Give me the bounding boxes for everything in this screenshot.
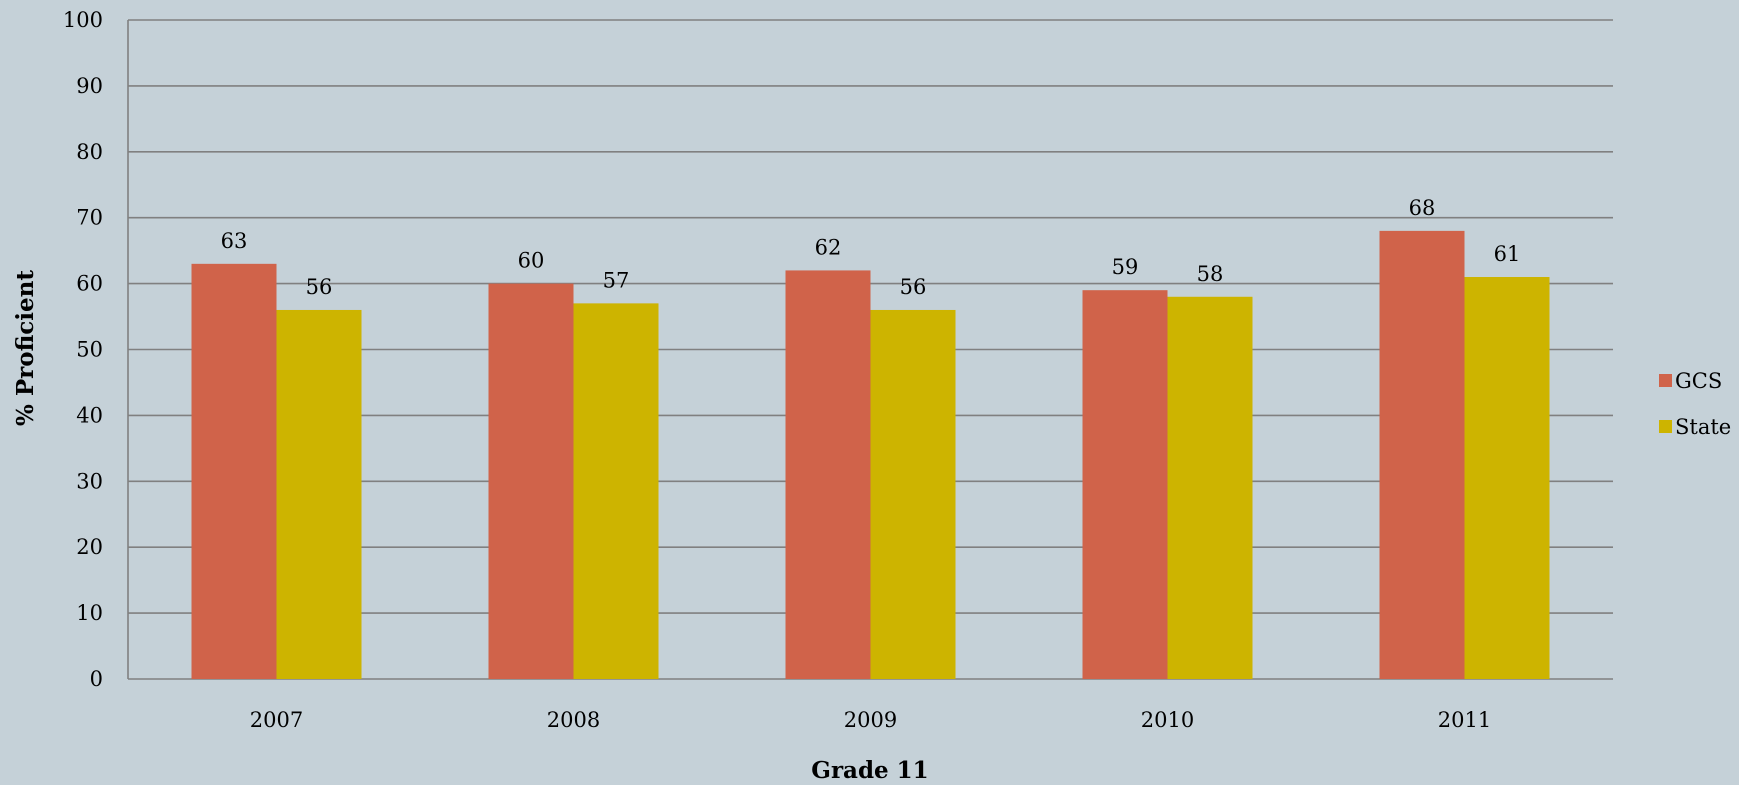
x-tick-label: 2007: [250, 708, 303, 732]
legend-label-state: State: [1675, 415, 1731, 439]
legend-swatch-gcs: [1659, 374, 1672, 387]
y-tick-label: 70: [76, 206, 103, 230]
x-tick-label: 2008: [547, 708, 600, 732]
x-axis-ticks: 2007 2008 2009 2010 2011: [250, 708, 1491, 732]
bar-state: [870, 309, 956, 679]
y-tick-label: 20: [76, 535, 103, 559]
legend: GCS State: [1659, 369, 1731, 439]
data-labels: 63 56 60 57 62 56 59 58 68 61: [221, 196, 1521, 299]
bar-state: [276, 309, 362, 679]
bar-state: [1464, 277, 1550, 679]
data-label: 62: [815, 235, 842, 259]
bar-gcs: [785, 270, 871, 679]
x-axis-title: Grade 11: [811, 757, 928, 784]
x-tick-label: 2010: [1141, 708, 1194, 732]
legend-label-gcs: GCS: [1675, 369, 1722, 393]
y-tick-label: 0: [90, 667, 103, 691]
y-axis-ticks: 0 10 20 30 40 50 60 70 80 90 100: [63, 8, 103, 691]
data-label: 68: [1409, 196, 1436, 220]
bar-gcs: [488, 283, 574, 679]
data-label: 56: [900, 275, 927, 299]
bar-gcs: [191, 263, 277, 679]
y-tick-label: 50: [76, 338, 103, 362]
data-label: 60: [518, 249, 545, 273]
y-tick-label: 30: [76, 469, 103, 493]
y-tick-label: 90: [76, 74, 103, 98]
y-tick-label: 60: [76, 272, 103, 296]
x-tick-label: 2011: [1438, 708, 1491, 732]
data-label: 56: [306, 275, 333, 299]
x-tick-label: 2009: [844, 708, 897, 732]
bar-state: [1167, 296, 1253, 679]
y-tick-label: 10: [76, 601, 103, 625]
legend-swatch-state: [1659, 420, 1672, 433]
bar-gcs: [1082, 290, 1168, 679]
data-label: 58: [1197, 262, 1224, 286]
data-label: 59: [1112, 255, 1139, 279]
bar-state: [573, 303, 659, 679]
data-label: 57: [603, 268, 630, 292]
bar-gcs: [1379, 230, 1465, 679]
bars: [191, 230, 1550, 679]
y-tick-label: 80: [76, 140, 103, 164]
data-label: 61: [1494, 242, 1521, 266]
data-label: 63: [221, 229, 248, 253]
y-tick-label: 40: [76, 403, 103, 427]
y-tick-label: 100: [63, 8, 103, 32]
y-axis-title: % Proficient: [12, 270, 39, 426]
